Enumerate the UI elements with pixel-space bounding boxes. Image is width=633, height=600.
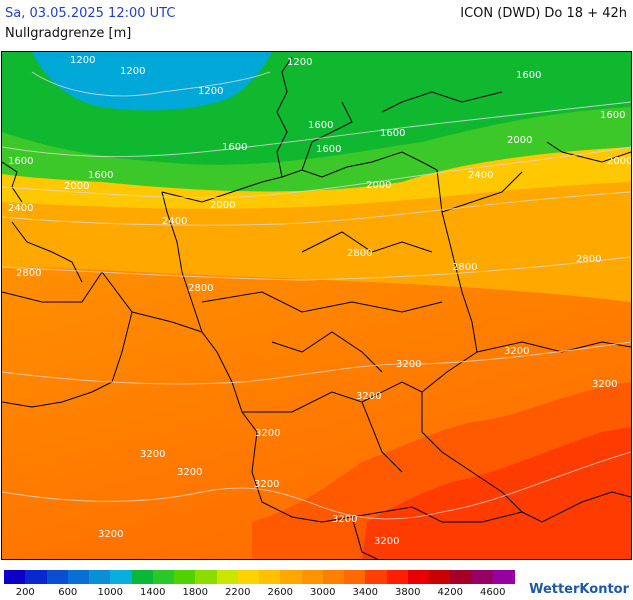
contour-label: 1600 [8,156,33,167]
contour-label: 2000 [64,181,89,192]
legend-label: 1400 [140,587,166,598]
legend-swatch [216,570,239,584]
legend-swatch [492,570,515,584]
contour-labels: 1200 1200 1200 1200 1600 1600 1600 1600 … [8,55,631,547]
contour-label: 3200 [98,529,123,540]
legend-swatch [301,570,324,584]
parameter-label: Nullgradgrenze [m] [5,26,132,41]
legend-swatch [450,570,472,584]
legend-swatch [110,570,132,584]
legend-label: 600 [58,587,78,598]
zone-2200 [2,142,631,209]
contour-label: 2800 [16,268,41,279]
freezing-level-map: 1200 1200 1200 1200 1600 1600 1600 1600 … [1,51,632,560]
contour-label: 2000 [366,180,391,191]
legend-label: 4600 [480,587,506,598]
contour-label: 2800 [188,283,213,294]
legend-swatch [407,570,430,584]
contour-label: 3200 [396,359,421,370]
legend-swatch [174,570,196,584]
legend-swatch [322,570,345,584]
contour-label: 1600 [308,120,333,131]
contour-label: 2000 [507,135,532,146]
legend-swatch [365,570,387,584]
contour-label: 2800 [576,254,601,265]
wetterkontor-logo: WetterKontor [529,582,629,597]
contour-label: 3200 [374,536,399,547]
legend-swatch [131,570,154,584]
legend-label: 3400 [352,587,378,598]
contour-label: 1600 [380,128,405,139]
contour-label: 2800 [452,262,477,273]
isolines [2,71,631,520]
contour-label: 2000 [210,200,235,211]
contour-label: 2400 [8,203,33,214]
contour-label: 2000 [607,156,631,167]
contour-label: 1200 [70,55,95,66]
model-run-label: ICON (DWD) Do 18 + 42h [460,6,627,21]
contour-label: 3200 [504,346,529,357]
contour-label: 3200 [177,467,202,478]
contour-label: 3200 [140,449,165,460]
color-legend [4,570,515,584]
contour-label: 1600 [316,144,341,155]
contour-label: 1600 [600,110,625,121]
contour-label: 2400 [162,216,187,227]
legend-swatch [471,570,494,584]
legend-swatch [67,570,90,584]
legend-swatch [46,570,69,584]
legend-swatch [386,570,409,584]
contour-label: 3200 [332,514,357,525]
legend-label: 2600 [267,587,293,598]
contour-label: 1600 [516,70,541,81]
legend-label: 3800 [395,587,421,598]
zone-3800 [362,427,631,559]
legend-swatch [4,570,26,584]
legend-label: 1800 [182,587,208,598]
contour-label: 3200 [592,379,617,390]
contour-label: 1200 [287,57,312,68]
contour-label: 1200 [198,86,223,97]
legend-label: 1000 [97,587,123,598]
legend-swatch [280,570,302,584]
contour-label: 1600 [222,142,247,153]
contour-label: 2400 [468,170,493,181]
contour-label: 3200 [255,428,280,439]
contour-label: 2800 [347,248,372,259]
legend-label: 200 [15,587,35,598]
forecast-datetime: Sa, 03.05.2025 12:00 UTC [5,6,176,21]
legend-swatch [344,570,366,584]
borders [2,56,631,559]
legend-label: 2200 [225,587,251,598]
legend-swatch [237,570,260,584]
legend-swatch [25,570,47,584]
contour-label: 3200 [356,391,381,402]
zone-1200 [32,52,272,111]
legend-swatch [429,570,451,584]
legend-label: 4200 [437,587,463,598]
legend-swatch [195,570,217,584]
legend-swatch [152,570,175,584]
contour-label: 3200 [254,479,279,490]
legend-swatch [89,570,111,584]
legend-swatch [259,570,281,584]
legend-label: 3000 [310,587,336,598]
contour-label: 1600 [88,170,113,181]
contour-label: 1200 [120,66,145,77]
